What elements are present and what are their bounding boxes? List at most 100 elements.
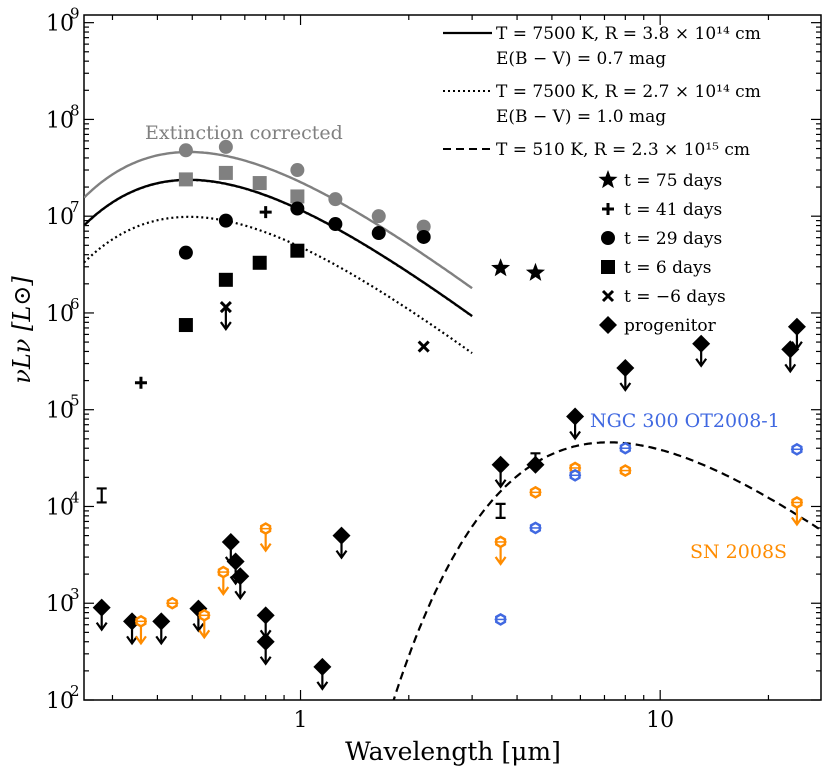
y-tick-label: 10	[46, 495, 74, 520]
y-tick-label: 10	[46, 302, 74, 327]
y-axis-label: νLν [L⊙]	[8, 276, 36, 384]
diamond-point	[313, 657, 332, 676]
circle-point	[218, 139, 233, 154]
legend-star-text: t = 75 days	[624, 171, 722, 191]
plot-frame	[83, 14, 822, 701]
legend-circle-marker	[601, 231, 615, 245]
legend-dotted-text2: E(B − V) = 1.0 mag	[496, 107, 666, 127]
errorbar-point	[96, 487, 107, 504]
star-point	[491, 258, 511, 277]
upper-limit-arrowhead	[259, 543, 272, 553]
data-points	[92, 139, 806, 691]
upper-limit-arrowhead	[316, 681, 329, 691]
diamond-point	[616, 358, 635, 377]
legend-square-text: t = 6 days	[624, 258, 711, 278]
circle-point	[290, 163, 305, 178]
circle-point	[218, 213, 233, 228]
circle-point	[178, 143, 193, 158]
y-tick-exponent: 5	[70, 392, 80, 410]
upper-limit-arrowhead	[259, 656, 272, 666]
legend-markers	[598, 170, 618, 334]
y-tick-label: 10	[46, 108, 74, 133]
upper-limit-arrowhead	[192, 622, 205, 633]
upper-limit-arrowhead	[135, 635, 147, 646]
star-point	[525, 262, 545, 281]
square-point	[252, 255, 267, 270]
square-point	[290, 189, 305, 204]
diamond-point	[256, 632, 275, 651]
legend-circle-text: t = 29 days	[624, 229, 722, 249]
errorbar-point	[495, 502, 506, 520]
y-tick-exponent: 9	[70, 5, 80, 23]
upper-limit-arrowhead	[791, 516, 803, 527]
diamond-point	[566, 407, 585, 426]
upper-limit-arrowhead	[126, 635, 138, 646]
x-tick-labels: 1 10	[294, 708, 675, 733]
legend-diamond-marker	[599, 316, 617, 334]
model-curve	[84, 150, 473, 290]
y-tick-label: 10	[46, 592, 74, 617]
model-curve	[392, 441, 821, 700]
legend-solid-text2: E(B − V) = 0.7 mag	[496, 49, 666, 69]
square-point	[252, 176, 267, 191]
legend-dotted-text1: T = 7500 K, R = 2.7 × 10¹⁴ cm	[496, 82, 761, 102]
diamond-point	[221, 532, 240, 551]
y-tick-label: 10	[46, 205, 74, 230]
y-tick-exponent: 2	[70, 682, 80, 700]
y-tick-exponent: 4	[70, 488, 80, 506]
diamond-point	[491, 455, 510, 474]
upper-limit-arrowhead	[494, 556, 507, 566]
circle-point	[416, 219, 431, 234]
diamond-point	[256, 606, 275, 625]
diamond-point	[692, 334, 711, 353]
y-tick-label: 10	[46, 12, 74, 37]
model-curve	[84, 178, 473, 318]
legend-diamond-text: progenitor	[624, 316, 717, 336]
plus-point	[134, 376, 147, 389]
x-axis-label: Wavelength [μm]	[345, 737, 561, 766]
upper-limit-arrowhead	[198, 629, 211, 640]
upper-limit-arrowhead	[494, 479, 507, 489]
upper-limit-arrowhead	[695, 358, 708, 368]
square-point	[290, 243, 305, 258]
errorbar-point	[530, 452, 541, 469]
diamond-point	[92, 598, 111, 617]
diamond-point	[123, 612, 142, 631]
circle-point	[371, 226, 386, 241]
y-tick-exponent: 8	[70, 101, 80, 119]
legend-solid-text1: T = 7500 K, R = 3.8 × 10¹⁴ cm	[496, 24, 761, 44]
square-point	[178, 318, 193, 333]
square-point	[178, 172, 193, 187]
diamond-point	[231, 567, 250, 586]
square-point	[218, 272, 233, 287]
upper-limit-arrowhead	[335, 549, 348, 560]
upper-limit-arrowhead	[791, 341, 803, 351]
upper-limit-arrowhead	[217, 586, 230, 596]
circle-point	[178, 245, 193, 260]
model-curves	[84, 150, 821, 700]
x-tick-label: 10	[646, 708, 674, 733]
legend-plus-marker	[602, 203, 614, 215]
legend: T = 7500 K, R = 3.8 × 10¹⁴ cm E(B − V) =…	[443, 24, 761, 336]
y-tick-label: 10	[46, 689, 74, 714]
ngc300-label: NGC 300 OT2008-1	[590, 410, 780, 432]
legend-x-marker	[601, 289, 615, 303]
upper-limit-arrowhead	[619, 382, 632, 392]
diamond-point	[787, 317, 806, 336]
sn2008s-label: SN 2008S	[690, 541, 787, 563]
legend-plus-text: t = 41 days	[624, 200, 722, 220]
legend-star-marker	[598, 170, 618, 189]
circle-point	[416, 229, 431, 244]
upper-limit-arrowhead	[95, 622, 108, 632]
diamond-point	[332, 526, 351, 545]
axis-ticks	[84, 15, 821, 701]
y-tick-exponent: 3	[70, 585, 80, 603]
upper-limit-arrowhead	[234, 590, 247, 601]
square-point	[218, 165, 233, 180]
upper-limit-arrowhead	[219, 321, 232, 331]
upper-limit-arrowhead	[569, 430, 581, 441]
upper-limit-arrowhead	[784, 363, 797, 374]
upper-limit-arrowhead	[155, 635, 168, 646]
